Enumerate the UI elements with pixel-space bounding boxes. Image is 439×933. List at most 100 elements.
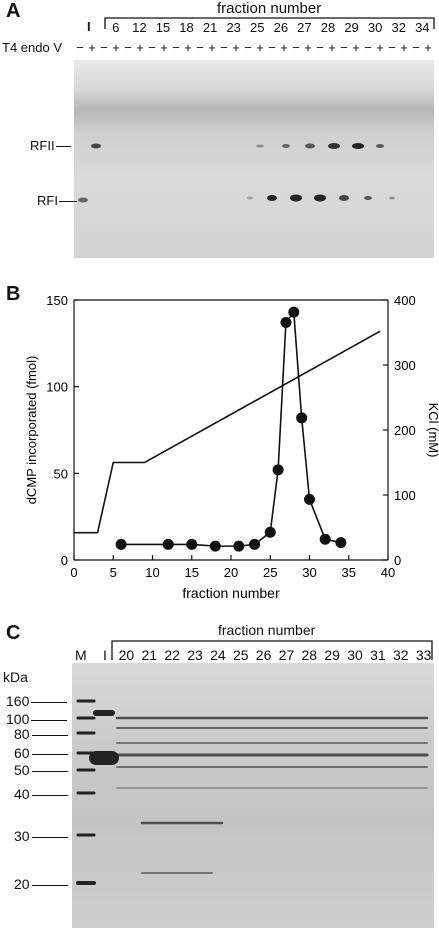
fraction-label: 25 [232,647,249,663]
dcmp-data-point [272,464,284,476]
fraction-label: 29 [324,647,340,663]
marker-tick [31,770,68,772]
minus-sign: − [220,40,228,55]
marker-30: 30 [14,828,68,844]
marker-tick [31,794,68,796]
x-tick-label: 10 [145,565,159,580]
y2-tick-label: 0 [394,553,401,568]
minus-sign: − [76,40,84,55]
treatment-label: T4 endo V [2,40,62,55]
band [267,195,277,201]
input-lane-label: I [103,647,107,663]
band-label-rfii: RFII [30,138,71,153]
marker-80: 80 [14,726,68,742]
y2-tick-label: 100 [394,488,416,503]
fraction-label: 26 [255,647,272,663]
dcmp-data-point [335,537,347,549]
marker-60: 60 [14,745,68,761]
plus-sign: + [160,40,168,55]
dcmp-data-point [288,306,300,318]
marker-text: 100 [6,711,30,727]
minus-sign: − [100,40,108,55]
minus-sign: − [148,40,156,55]
fraction-label: 31 [370,647,386,663]
band [247,196,253,200]
plus-sign: + [112,40,120,55]
x-tick-label: 35 [342,565,356,580]
marker-tick [31,701,68,703]
panel-b-chart: 0 5 10 15 20 25 30 35 40 0 50 100 150 0 100 200 300 400… [24,293,439,601]
marker-text: 60 [14,745,30,761]
marker-text: 80 [14,726,30,742]
marker-50: 50 [14,762,68,778]
x-axis-label: fraction number [182,585,280,601]
fraction-label: 28 [301,647,318,663]
marker-tick [31,753,68,755]
fraction-label: 21 [202,20,218,35]
fraction-label: 18 [179,20,194,35]
plus-sign: + [208,40,216,55]
band-label-text: RFII [30,138,55,153]
panel-c-fraction-labels: 20 21 22 23 24 25 26 27 28 29 30 31 32 3… [115,647,435,663]
plus-sign: + [328,40,336,55]
band-label-text: RFI [37,193,58,208]
minus-sign: − [364,40,372,55]
minus-sign: − [124,40,132,55]
fraction-label: 6 [112,20,120,35]
fraction-label: 23 [226,20,241,35]
band [78,197,88,203]
band [256,144,264,148]
marker-text: 50 [14,762,30,778]
y-axis-label: dCMP incorporated (fmol) [24,356,39,505]
panel-a-fraction-labels: 6 12 15 18 21 23 25 26 27 28 29 30 32 34 [104,20,434,36]
marker-text: 40 [14,786,30,802]
kda-unit-label: kDa [3,669,28,685]
dcmp-data-point [115,538,127,550]
dcmp-data-point [162,538,174,550]
fraction-label: 23 [187,647,203,663]
minus-sign: − [292,40,300,55]
x-tick-label: 30 [302,565,316,580]
marker-100: 100 [6,711,68,727]
y2-ticks: 0 100 200 300 400 [383,293,416,568]
chart-frame [73,299,389,561]
marker-tick [31,836,68,838]
x-tick-label: 0 [70,565,77,580]
plus-sign: + [352,40,360,55]
band [352,143,364,149]
band [282,144,290,148]
marker-160: 160 [6,693,68,709]
y-tick-label: 50 [54,466,68,481]
fraction-label: 30 [347,647,363,663]
fraction-label: 22 [164,647,180,663]
plus-sign: + [304,40,312,55]
band-pointer [58,201,77,203]
dcmp-data-point [233,540,245,552]
plus-sign: + [424,40,432,55]
y2-tick-label: 400 [394,293,416,308]
dcmp-data-point [319,533,331,545]
y-tick-label: 100 [46,380,68,395]
minus-sign: − [268,40,276,55]
marker-lane-label: M [75,647,87,663]
minus-sign: − [388,40,396,55]
fraction-label: 15 [155,20,171,35]
panel-a-header: fraction number [217,0,322,17]
plus-sign: + [376,40,384,55]
fraction-label: 32 [391,20,406,35]
plus-sign: + [400,40,408,55]
marker-tick [31,719,68,721]
panel-c-letter: C [6,622,21,644]
marker-text: 20 [14,876,30,892]
fraction-label: 24 [210,647,226,663]
minus-sign: − [412,40,420,55]
minus-sign: − [172,40,180,55]
band [328,143,340,149]
panel-a-letter: A [6,0,21,22]
band [339,195,349,201]
x-tick-label: 40 [381,565,395,580]
x-ticks: 0 5 10 15 20 25 30 35 40 [70,555,395,580]
fraction-label: 29 [344,20,359,35]
plus-sign: + [136,40,144,55]
plus-sign: + [256,40,264,55]
